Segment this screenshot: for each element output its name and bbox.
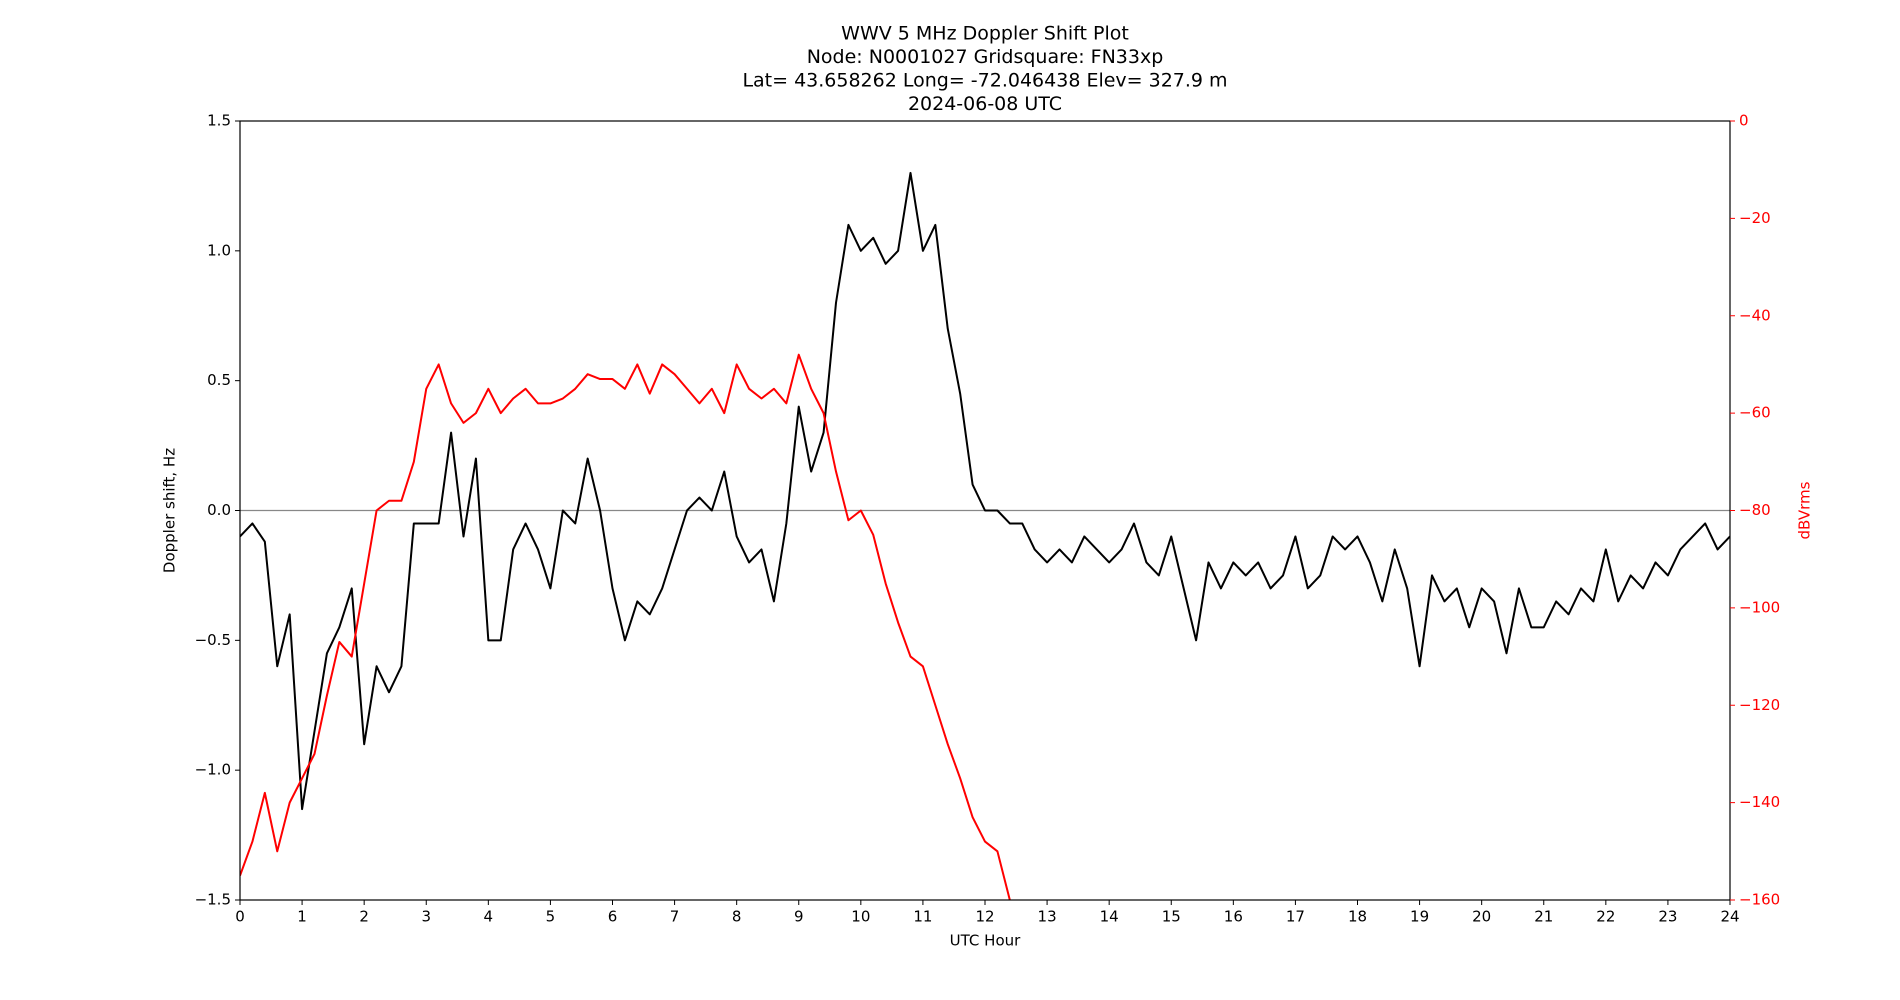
y2-tick-label: −160: [1739, 891, 1780, 909]
data-line: [240, 355, 1035, 900]
x-tick-label: 17: [1286, 908, 1305, 926]
x-tick-label: 19: [1410, 908, 1429, 926]
x-tick-label: 9: [794, 908, 804, 926]
x-tick-label: 14: [1100, 908, 1119, 926]
y2-tick-label: 0: [1739, 112, 1749, 130]
y2-axis-label: dBVrms: [1796, 481, 1814, 539]
chart-title: WWV 5 MHz Doppler Shift Plot: [841, 23, 1129, 45]
y-tick-label: −1.5: [195, 891, 231, 909]
x-tick-label: 3: [421, 908, 431, 926]
y-tick-label: −1.0: [195, 761, 231, 779]
x-tick-label: 4: [484, 908, 494, 926]
x-tick-label: 18: [1348, 908, 1367, 926]
x-tick-label: 7: [670, 908, 680, 926]
y2-tick-label: −120: [1739, 696, 1780, 714]
x-tick-label: 22: [1596, 908, 1615, 926]
x-tick-label: 6: [608, 908, 618, 926]
x-tick-label: 8: [732, 908, 742, 926]
x-tick-label: 13: [1038, 908, 1057, 926]
y-tick-label: 0.5: [207, 371, 231, 389]
x-tick-label: 11: [913, 908, 932, 926]
x-tick-label: 10: [851, 908, 870, 926]
y-tick-label: 1.0: [207, 241, 231, 259]
y2-tick-label: −40: [1739, 306, 1771, 324]
y-axis-label: Doppler shift, Hz: [161, 448, 179, 573]
x-tick-label: 12: [975, 908, 994, 926]
y-tick-label: 1.5: [207, 112, 231, 130]
plot-area: [240, 171, 1730, 900]
y2-tick-label: −80: [1739, 501, 1771, 519]
chart-title: Lat= 43.658262 Long= -72.046438 Elev= 32…: [742, 70, 1227, 92]
x-tick-label: 1: [297, 908, 307, 926]
x-tick-label: 24: [1720, 908, 1739, 926]
y2-tick-label: −140: [1739, 793, 1780, 811]
x-tick-label: 0: [235, 908, 245, 926]
y-tick-label: 0.0: [207, 501, 231, 519]
y-tick-label: −0.5: [195, 631, 231, 649]
x-tick-label: 23: [1658, 908, 1677, 926]
y2-tick-label: −100: [1739, 598, 1780, 616]
y2-tick-label: −60: [1739, 404, 1771, 422]
data-line: [240, 171, 1730, 811]
x-tick-label: 21: [1534, 908, 1553, 926]
x-tick-label: 5: [546, 908, 556, 926]
x-tick-label: 15: [1162, 908, 1181, 926]
chart-title: 2024-06-08 UTC: [908, 93, 1062, 115]
x-axis-label: UTC Hour: [950, 932, 1021, 950]
x-tick-label: 20: [1472, 908, 1491, 926]
x-tick-label: 16: [1224, 908, 1243, 926]
y2-tick-label: −20: [1739, 209, 1771, 227]
chart-title: Node: N0001027 Gridsquare: FN33xp: [807, 46, 1164, 68]
x-tick-label: 2: [359, 908, 369, 926]
